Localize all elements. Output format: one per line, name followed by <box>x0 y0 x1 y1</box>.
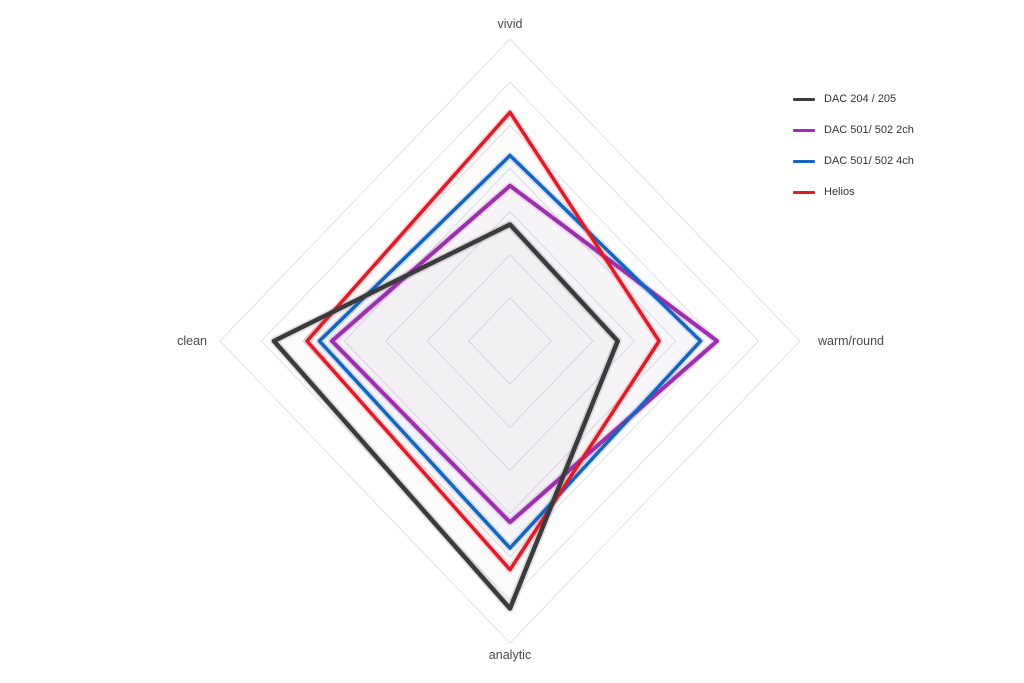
legend-item: DAC 204 / 205 <box>793 93 914 105</box>
legend-swatch-dac501-2ch <box>793 128 815 132</box>
legend-item: Helios <box>793 186 914 198</box>
legend-item: DAC 501/ 502 2ch <box>793 124 914 136</box>
axis-label-warm-round: warm/round <box>818 334 884 348</box>
legend-label: Helios <box>824 186 855 198</box>
legend-label: DAC 204 / 205 <box>824 93 897 105</box>
axis-label-clean: clean <box>177 334 207 348</box>
legend: DAC 204 / 205 DAC 501/ 502 2ch DAC 501/ … <box>793 93 914 217</box>
axis-label-analytic: analytic <box>488 648 532 662</box>
legend-swatch-dac501-4ch <box>793 159 815 163</box>
legend-item: DAC 501/ 502 4ch <box>793 155 914 167</box>
legend-label: DAC 501/ 502 2ch <box>824 124 914 136</box>
legend-label: DAC 501/ 502 4ch <box>824 155 914 167</box>
legend-swatch-helios <box>793 190 815 194</box>
legend-swatch-dac204 <box>793 97 815 101</box>
axis-label-vivid: vivid <box>497 17 523 31</box>
